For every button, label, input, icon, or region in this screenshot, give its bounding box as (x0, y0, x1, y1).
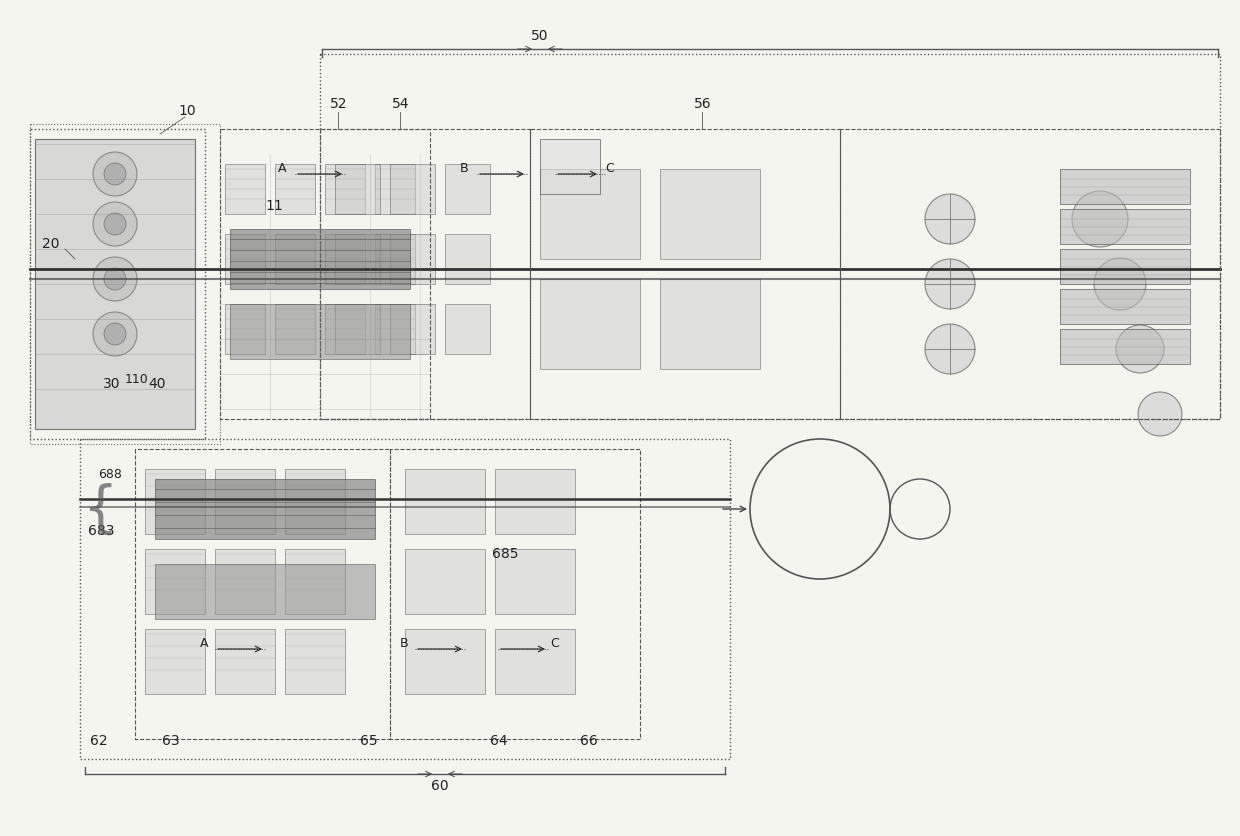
Bar (224, 235, 265, 285)
Text: B: B (401, 636, 409, 650)
Text: 30: 30 (103, 376, 120, 390)
Circle shape (93, 203, 136, 247)
Circle shape (93, 313, 136, 357)
Bar (1060, 250, 1190, 285)
Bar (1060, 289, 1190, 324)
Bar (285, 630, 345, 694)
Bar (325, 165, 365, 215)
Circle shape (104, 214, 126, 236)
Text: A: A (200, 636, 208, 650)
Circle shape (1073, 191, 1128, 247)
Text: 20: 20 (42, 237, 60, 251)
Circle shape (104, 324, 126, 345)
Bar (275, 235, 315, 285)
Text: 110: 110 (125, 373, 149, 385)
Text: 40: 40 (148, 376, 165, 390)
Bar (224, 304, 265, 354)
Circle shape (1094, 258, 1146, 311)
Bar (275, 304, 315, 354)
Bar (539, 170, 640, 260)
Text: 56: 56 (694, 97, 712, 111)
Bar (145, 630, 205, 694)
Bar (445, 304, 490, 354)
Bar (660, 170, 760, 260)
Bar (285, 549, 345, 614)
Bar (391, 165, 435, 215)
Bar (145, 549, 205, 614)
Text: 11: 11 (265, 199, 283, 212)
Bar (405, 470, 485, 534)
Text: 10: 10 (179, 104, 196, 118)
Bar (229, 304, 410, 359)
Text: C: C (551, 636, 559, 650)
Bar (495, 470, 575, 534)
Bar (374, 235, 415, 285)
Bar (335, 235, 379, 285)
Bar (145, 470, 205, 534)
Bar (215, 630, 275, 694)
Bar (285, 470, 345, 534)
Bar (325, 235, 365, 285)
Bar (539, 140, 600, 195)
Bar (325, 304, 365, 354)
Text: 52: 52 (330, 97, 347, 111)
Bar (495, 630, 575, 694)
Bar (660, 280, 760, 370)
Bar (275, 165, 315, 215)
Bar (539, 280, 640, 370)
Circle shape (93, 153, 136, 196)
Bar (335, 304, 379, 354)
Bar (405, 549, 485, 614)
Circle shape (104, 164, 126, 186)
Bar (445, 165, 490, 215)
Bar (229, 230, 410, 289)
Circle shape (104, 268, 126, 291)
Text: 64: 64 (490, 733, 507, 747)
Text: A: A (278, 162, 286, 175)
Text: 688: 688 (98, 467, 122, 481)
Text: 683: 683 (88, 523, 114, 538)
Bar (374, 165, 415, 215)
Bar (495, 549, 575, 614)
Bar (1060, 170, 1190, 205)
Text: {: { (82, 482, 118, 537)
Circle shape (925, 324, 975, 375)
Text: 685: 685 (492, 547, 518, 560)
Bar (1060, 210, 1190, 245)
Bar (224, 165, 265, 215)
Circle shape (925, 195, 975, 245)
Bar (155, 564, 374, 619)
Text: 62: 62 (91, 733, 108, 747)
Bar (215, 470, 275, 534)
Bar (405, 630, 485, 694)
Bar (391, 235, 435, 285)
Text: 54: 54 (392, 97, 409, 111)
Bar (1060, 329, 1190, 364)
Circle shape (925, 260, 975, 309)
Bar (35, 140, 195, 430)
Circle shape (1138, 393, 1182, 436)
Text: B: B (460, 162, 469, 175)
Bar (335, 165, 379, 215)
Bar (215, 549, 275, 614)
Text: 65: 65 (360, 733, 378, 747)
Text: 63: 63 (162, 733, 180, 747)
Text: C: C (605, 162, 614, 175)
Circle shape (1116, 325, 1164, 374)
Bar (391, 304, 435, 354)
Text: 60: 60 (432, 778, 449, 792)
Bar (374, 304, 415, 354)
Bar (155, 479, 374, 539)
Bar (445, 235, 490, 285)
Circle shape (93, 257, 136, 302)
Text: 50: 50 (531, 29, 549, 43)
Text: 66: 66 (580, 733, 598, 747)
